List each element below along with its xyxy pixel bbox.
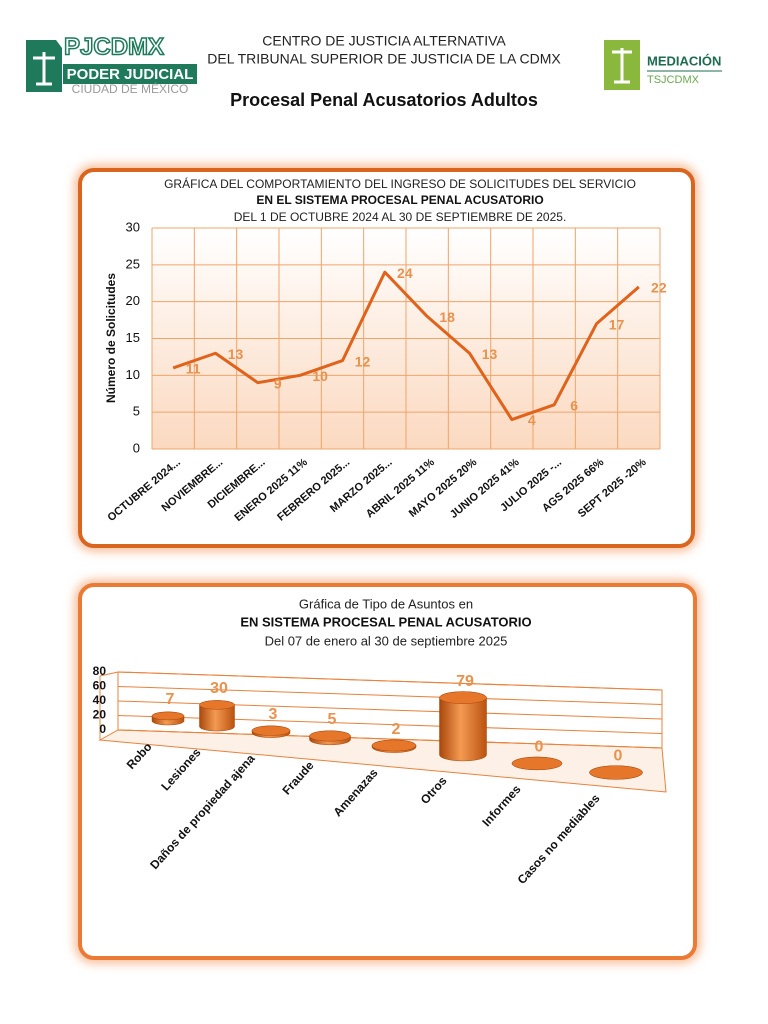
y-tick-label: 0 — [133, 440, 140, 455]
chart-subtitle: EN EL SISTEMA PROCESAL PENAL ACUSATORIO — [256, 193, 543, 207]
grid-line — [117, 686, 663, 705]
y-tick-label: 30 — [126, 219, 140, 234]
logo-line2: CIUDAD DE MÉXICO — [72, 81, 189, 96]
y-tick-label: 25 — [126, 256, 140, 271]
logo-left: PJCDMX PODER JUDICIAL CIUDAD DE MÉXICO — [26, 33, 197, 96]
y-tick-label: 20 — [93, 708, 107, 722]
chart-title: Gráfica de Tipo de Asuntos en — [299, 596, 473, 611]
data-label: 9 — [274, 375, 282, 391]
data-label: 4 — [528, 412, 536, 428]
logo-line1: PODER JUDICIAL — [67, 66, 194, 83]
data-label: 24 — [397, 265, 413, 281]
data-label: 13 — [482, 346, 498, 362]
y-tick-label: 10 — [126, 367, 140, 382]
logo-right: MEDIACIÓN TSJCDMX — [604, 40, 722, 90]
side-edge — [99, 671, 119, 677]
data-label: 6 — [570, 398, 578, 414]
logo-name: MEDIACIÓN — [647, 53, 721, 68]
data-label: 10 — [312, 368, 328, 384]
data-label: 18 — [439, 309, 455, 325]
y-tick-label: 15 — [126, 330, 140, 345]
cylinder-top — [199, 700, 235, 710]
data-label: 0 — [535, 739, 544, 756]
header-line: CENTRO DE JUSTICIA ALTERNATIVA — [262, 33, 506, 49]
logo-line1: TSJCDMX — [647, 74, 700, 86]
cylinder-top — [439, 691, 487, 704]
line-series — [172, 270, 640, 422]
header-line: DEL TRIBUNAL SUPERIOR DE JUSTICIA DE LA … — [207, 51, 561, 67]
data-label: 3 — [269, 706, 278, 723]
data-label: 79 — [456, 673, 474, 690]
logo-name: PJCDMX — [64, 33, 164, 60]
cylinder-top — [511, 756, 563, 771]
y-tick-label: 40 — [93, 693, 107, 707]
y-tick-label: 20 — [126, 293, 140, 308]
data-label: 30 — [210, 680, 228, 697]
data-label: 17 — [609, 316, 625, 332]
chart-dates: Del 07 de enero al 30 de septiembre 2025 — [265, 633, 508, 648]
data-label: 7 — [166, 691, 175, 708]
data-label: 5 — [328, 711, 337, 728]
cylinder-top — [251, 725, 291, 736]
cylinder-top — [151, 711, 185, 721]
y-tick-label: 0 — [99, 722, 106, 736]
y-axis-label: Número de Solicitudes — [104, 273, 118, 403]
logo-band — [63, 64, 197, 84]
grid-line — [117, 671, 663, 691]
y-tick-label: 60 — [93, 679, 107, 693]
page-title: Procesal Penal Acusatorios Adultos — [230, 90, 538, 110]
data-label: 0 — [614, 748, 623, 765]
data-label: 13 — [228, 346, 244, 362]
chart-dates: DEL 1 DE OCTUBRE 2024 AL 30 DE SEPTIEMBR… — [234, 210, 567, 224]
y-tick-label: 80 — [93, 664, 107, 678]
data-label: 11 — [186, 361, 201, 377]
grid-line — [117, 729, 663, 749]
data-label: 12 — [355, 353, 371, 369]
y-tick-label: 5 — [133, 404, 140, 419]
data-label: 2 — [392, 721, 401, 738]
cylinder-top — [589, 765, 643, 780]
cylinder-top — [309, 730, 351, 742]
data-label: 22 — [651, 280, 667, 296]
cylinder-top — [371, 739, 417, 752]
chart-title: GRÁFICA DEL COMPORTAMIENTO DEL INGRESO D… — [164, 176, 636, 191]
chart-subtitle: EN SISTEMA PROCESAL PENAL ACUSATORIO — [240, 614, 531, 629]
